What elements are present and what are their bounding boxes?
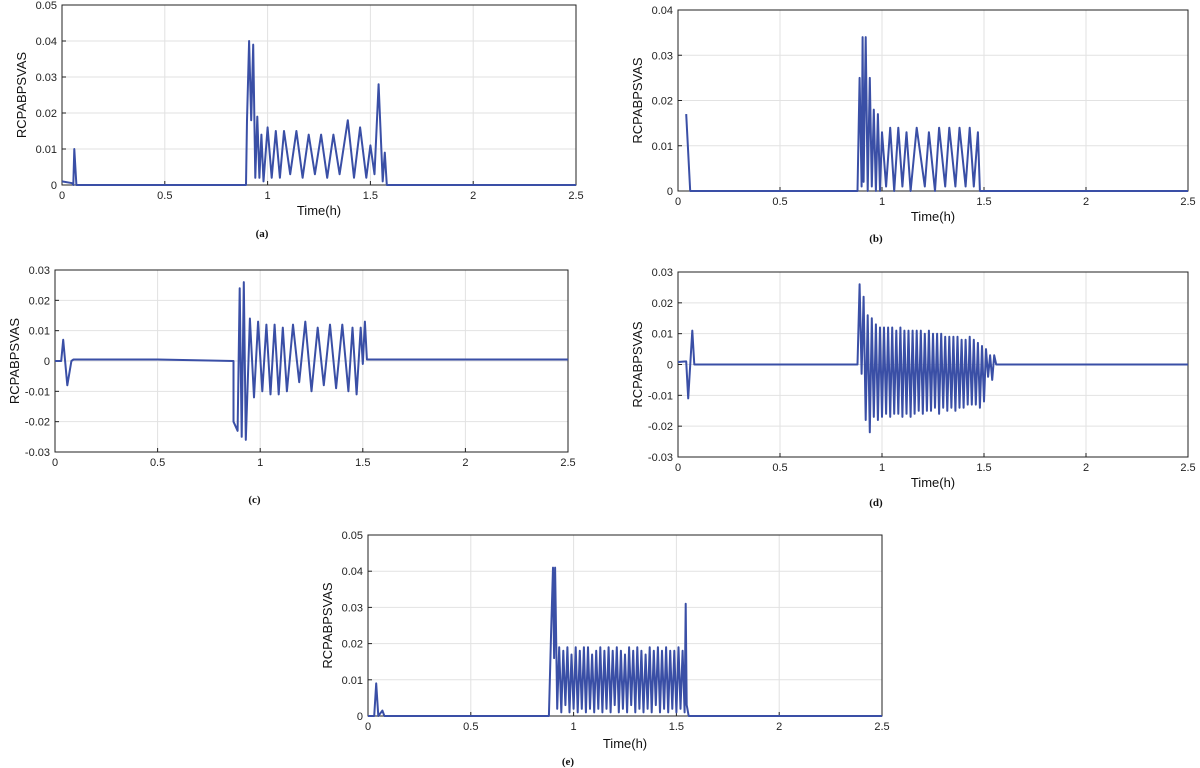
chart-panel: 0 0.5 1 1.5 2 2.5 -0.03 -0.02 -0.01 0 0.01 0.02 0.03… bbox=[630, 267, 1196, 509]
y-tick-label: 0.01 bbox=[652, 141, 673, 153]
y-tick-label: 0.05 bbox=[342, 530, 363, 542]
y-tick-label: -0.02 bbox=[25, 417, 50, 429]
x-tick-label: 2 bbox=[1083, 462, 1089, 474]
series-line bbox=[685, 36, 1188, 192]
x-tick-label: 0 bbox=[675, 462, 681, 474]
x-tick-label: 0 bbox=[52, 457, 58, 469]
y-axis-label: RCPABPSVAS bbox=[14, 52, 29, 139]
x-tick-label: 1.5 bbox=[355, 457, 370, 469]
x-tick-label: 1 bbox=[879, 196, 885, 208]
x-tick-label: 1.5 bbox=[363, 190, 378, 202]
series-line bbox=[368, 566, 882, 717]
y-tick-label: 0 bbox=[44, 356, 50, 368]
x-tick-label: 2 bbox=[776, 721, 782, 733]
y-axis-label: RCPABPSVAS bbox=[630, 57, 645, 144]
y-tick-label: 0.01 bbox=[342, 675, 363, 687]
x-axis-label: Time(h) bbox=[911, 475, 955, 490]
y-tick-label: 0.02 bbox=[652, 298, 673, 310]
y-axis-label: RCPABPSVAS bbox=[630, 321, 645, 408]
x-axis-label: Time(h) bbox=[297, 203, 341, 218]
y-tick-label: 0.03 bbox=[652, 267, 673, 279]
y-tick-label: 0.02 bbox=[652, 96, 673, 108]
y-tick-label: 0.02 bbox=[36, 108, 57, 120]
x-tick-label: 2 bbox=[470, 190, 476, 202]
x-axis-label: Time(h) bbox=[911, 209, 955, 224]
x-tick-label: 2.5 bbox=[1180, 462, 1195, 474]
x-tick-label: 1.5 bbox=[976, 196, 991, 208]
y-tick-label: 0.02 bbox=[29, 295, 50, 307]
y-axis-label: RCPABPSVAS bbox=[7, 318, 22, 405]
x-tick-label: 0 bbox=[675, 196, 681, 208]
x-tick-label: 2.5 bbox=[874, 721, 889, 733]
y-tick-label: 0.03 bbox=[36, 72, 57, 84]
series-line bbox=[677, 283, 1188, 434]
y-tick-label: -0.03 bbox=[25, 447, 50, 459]
y-tick-label: 0.03 bbox=[652, 50, 673, 62]
y-tick-label: 0.05 bbox=[36, 0, 57, 12]
x-tick-label: 0.5 bbox=[772, 196, 787, 208]
y-tick-label: 0.01 bbox=[29, 326, 50, 338]
x-tick-label: 0.5 bbox=[150, 457, 165, 469]
y-tick-label: 0 bbox=[51, 180, 57, 192]
y-tick-label: 0.01 bbox=[652, 329, 673, 341]
y-tick-label: 0.03 bbox=[342, 602, 363, 614]
y-tick-label: 0 bbox=[667, 360, 673, 372]
y-tick-label: 0.04 bbox=[36, 36, 57, 48]
panel-label: (a) bbox=[256, 228, 269, 240]
series-line bbox=[55, 281, 568, 441]
y-tick-label: -0.01 bbox=[25, 386, 50, 398]
y-tick-label: 0 bbox=[357, 711, 363, 723]
x-tick-label: 2 bbox=[462, 457, 468, 469]
y-tick-label: 0 bbox=[667, 186, 673, 198]
y-tick-label: -0.01 bbox=[648, 390, 673, 402]
plot-frame bbox=[61, 4, 577, 186]
y-tick-label: 0.02 bbox=[342, 639, 363, 651]
y-tick-label: 0.04 bbox=[652, 5, 673, 17]
y-tick-label: 0.04 bbox=[342, 566, 363, 578]
x-tick-label: 1 bbox=[265, 190, 271, 202]
panel-label: (c) bbox=[248, 494, 261, 506]
panel-label: (d) bbox=[869, 497, 883, 509]
x-tick-label: 0.5 bbox=[463, 721, 478, 733]
x-tick-label: 0 bbox=[59, 190, 65, 202]
y-tick-label: 0.03 bbox=[29, 265, 50, 277]
x-tick-label: 0.5 bbox=[157, 190, 172, 202]
x-tick-label: 2.5 bbox=[1180, 196, 1195, 208]
x-tick-label: 2 bbox=[1083, 196, 1089, 208]
y-tick-label: -0.03 bbox=[648, 452, 673, 464]
y-tick-label: -0.02 bbox=[648, 421, 673, 433]
x-tick-label: 1.5 bbox=[976, 462, 991, 474]
chart-panel: 0 0.5 1 1.5 2 2.5 0 0.01 0.02 0.03 0.04 0.05 Time(h)… bbox=[14, 0, 584, 240]
chart-panel: 0 0.5 1 1.5 2 2.5 0 0.01 0.02 0.03 0.04 0.05 Time(h)… bbox=[320, 530, 890, 768]
x-tick-label: 1 bbox=[879, 462, 885, 474]
series-line bbox=[61, 40, 576, 186]
y-axis-label: RCPABPSVAS bbox=[320, 582, 335, 669]
chart-panel: 0 0.5 1 1.5 2 2.5 0 0.01 0.02 0.03 0.04 Time(h) RCPA… bbox=[630, 5, 1196, 245]
panel-label: (b) bbox=[869, 233, 883, 245]
x-axis-label: Time(h) bbox=[603, 736, 647, 751]
y-tick-label: 0.01 bbox=[36, 144, 57, 156]
x-tick-label: 0.5 bbox=[772, 462, 787, 474]
x-tick-label: 1 bbox=[571, 721, 577, 733]
chart-panel: 0 0.5 1 1.5 2 2.5 -0.03 -0.02 -0.01 0 0.01 0.02 0.03… bbox=[7, 265, 576, 506]
x-tick-label: 0 bbox=[365, 721, 371, 733]
x-tick-label: 1 bbox=[257, 457, 263, 469]
x-tick-label: 1.5 bbox=[669, 721, 684, 733]
x-tick-label: 2.5 bbox=[560, 457, 575, 469]
plot-frame bbox=[367, 534, 883, 717]
panel-label: (e) bbox=[562, 756, 575, 768]
x-tick-label: 2.5 bbox=[568, 190, 583, 202]
